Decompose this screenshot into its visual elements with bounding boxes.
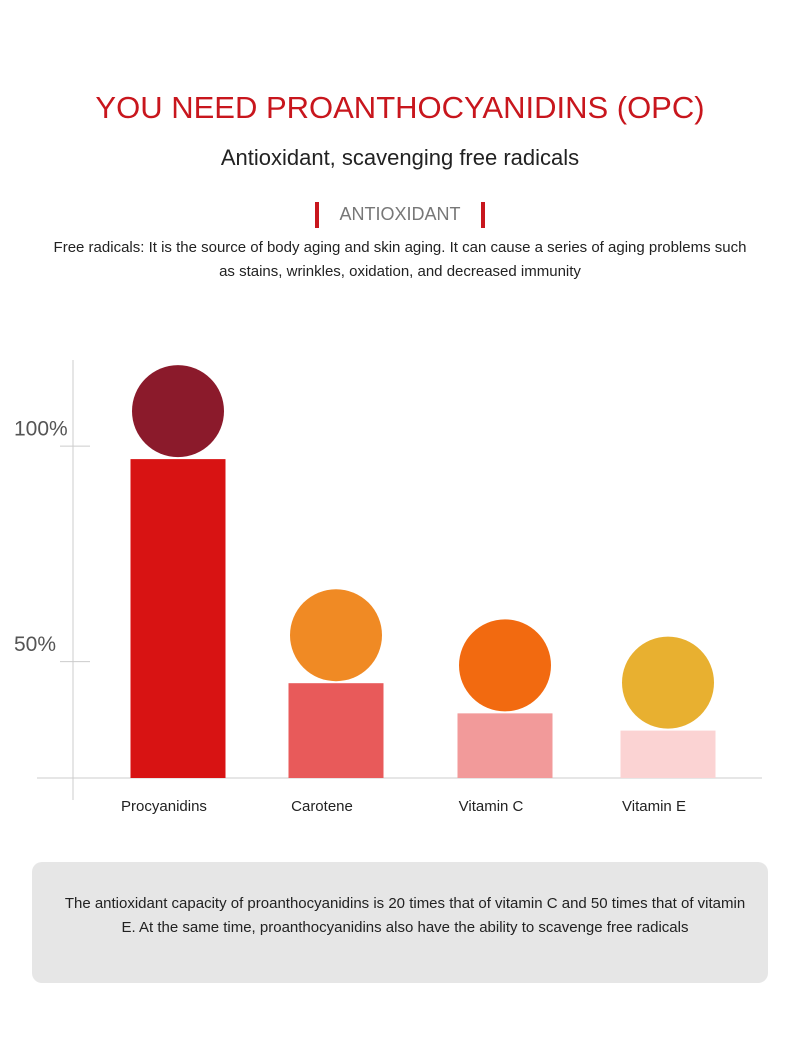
fruit-image [459,619,551,712]
bar [288,683,384,778]
description: Free radicals: It is the source of body … [53,239,747,280]
title: YOU NEED PROANTHOCYANIDINS (OPC) [95,90,705,125]
fruit-image [622,636,714,729]
note-box [32,862,768,983]
bar [620,730,716,778]
y-tick-label: 100% [14,418,68,441]
fruit-image [290,589,382,682]
x-tick-label: Vitamin E [622,798,686,815]
x-tick-label: Procyanidins [121,798,207,815]
x-tick-label: Vitamin C [459,798,524,815]
fruit-image [132,365,224,458]
bar [130,459,226,778]
tag: ANTIOXIDANT [339,204,461,224]
divider [481,202,485,228]
subtitle: Antioxidant, scavenging free radicals [220,145,580,170]
bar [457,713,553,778]
y-tick-label: 50% [14,633,56,656]
note: The antioxidant capacity of proanthocyan… [64,895,746,936]
divider [315,202,319,228]
x-tick-label: Carotene [291,798,353,815]
